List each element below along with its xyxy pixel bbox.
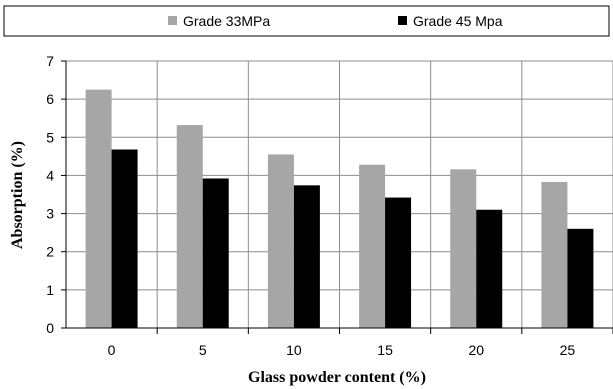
bar-series-2-15 [385, 197, 412, 328]
y-tick-label: 3 [46, 206, 54, 222]
y-tick-label: 7 [46, 53, 54, 69]
y-tick-label: 5 [46, 129, 54, 145]
x-tick-label: 20 [468, 342, 484, 358]
x-tick-labels: 0 5 10 15 20 25 [108, 342, 576, 358]
bar-series-1-25 [541, 181, 568, 328]
bar-series-1-5 [176, 125, 203, 328]
bar-series-2-10 [293, 185, 320, 328]
y-axis-title: Absorption (%) [9, 141, 26, 249]
legend-swatch-series-2 [398, 16, 407, 25]
y-tick-labels: 0 1 2 3 4 5 6 7 [46, 53, 54, 336]
axes [61, 60, 613, 334]
grid [66, 60, 613, 328]
legend-label-series-2: Grade 45 Mpa [413, 13, 503, 29]
bar-series-2-20 [476, 209, 503, 328]
y-tick-label: 4 [46, 167, 54, 183]
x-tick-label: 5 [199, 342, 207, 358]
x-tick-label: 15 [377, 342, 393, 358]
bar-series-2-0 [111, 149, 138, 328]
legend-box [3, 5, 610, 37]
y-tick-label: 6 [46, 91, 54, 107]
y-tick-label: 1 [46, 282, 54, 298]
bar-series-2-25 [567, 228, 594, 328]
legend-label-series-1: Grade 33MPa [183, 13, 270, 29]
x-tick-label: 0 [108, 342, 116, 358]
bar-series-1-10 [267, 154, 294, 328]
bar-series-2-5 [202, 178, 229, 328]
x-tick-label: 25 [560, 342, 576, 358]
bar-series-1-0 [85, 89, 112, 328]
bar-series-1-15 [359, 164, 386, 328]
y-tick-label: 2 [46, 244, 54, 260]
x-axis-title: Glass powder content (%) [248, 369, 426, 386]
x-tick-label: 10 [286, 342, 302, 358]
bars [85, 89, 594, 328]
legend-swatch-series-1 [168, 16, 177, 25]
bar-series-1-20 [450, 169, 477, 328]
y-tick-label: 0 [46, 320, 54, 336]
